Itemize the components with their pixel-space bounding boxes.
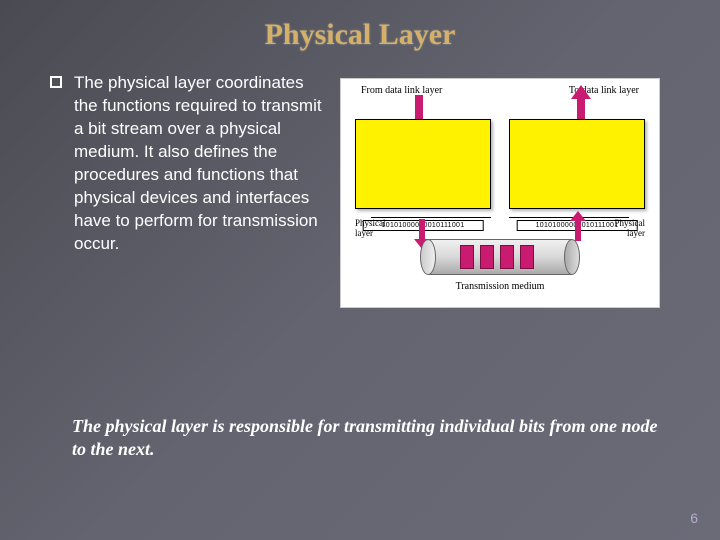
transmission-medium-icon — [420, 239, 580, 275]
diagram-container: From data link layer To data link layer … — [340, 72, 690, 308]
cylinder-cap-right-icon — [564, 239, 580, 275]
content-row: The physical layer coordinates the funct… — [0, 52, 720, 308]
arrow-up-right-head-icon — [571, 85, 591, 99]
bullet-block: The physical layer coordinates the funct… — [50, 72, 330, 308]
from-dll-label: From data link layer — [361, 85, 442, 96]
arrow-from-medium-right-icon — [575, 219, 581, 241]
divider-left-icon — [371, 217, 491, 218]
bullet-marker-icon — [50, 76, 62, 88]
transmission-medium-label: Transmission medium — [456, 281, 545, 292]
physical-label-left: Physicallayer — [355, 219, 386, 239]
physical-layer-diagram: From data link layer To data link layer … — [340, 78, 660, 308]
cylinder-cap-left-icon — [420, 239, 436, 275]
page-number: 6 — [690, 510, 698, 526]
divider-right-icon — [509, 217, 629, 218]
signal-seg-icon — [520, 245, 534, 269]
signal-seg-icon — [460, 245, 474, 269]
slide-title: Physical Layer — [0, 0, 720, 52]
signal-seg-icon — [500, 245, 514, 269]
physical-layer-box-left: 10101000000010111001 — [355, 119, 491, 209]
arrow-to-medium-left-icon — [419, 219, 425, 241]
bullet-text: The physical layer coordinates the funct… — [74, 72, 330, 308]
signal-seg-icon — [480, 245, 494, 269]
physical-layer-box-right: 10101000000010111001 — [509, 119, 645, 209]
physical-label-right: Physicallayer — [615, 219, 646, 239]
footer-note: The physical layer is responsible for tr… — [72, 415, 660, 462]
